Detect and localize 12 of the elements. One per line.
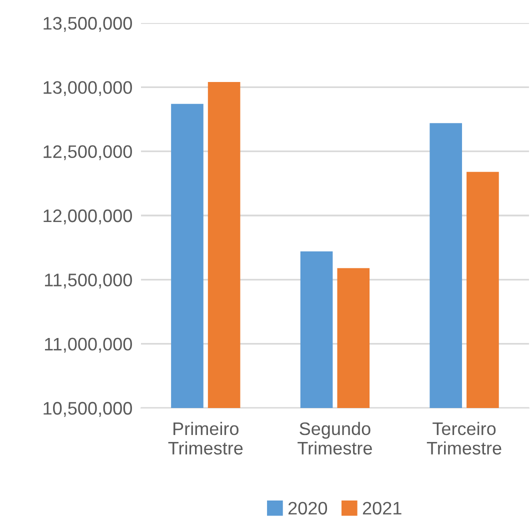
x-tick-label: Terceiro Trimestre xyxy=(426,422,502,455)
legend-label: 2021 xyxy=(362,502,402,515)
y-tick-label: 10,500,000 xyxy=(44,402,132,417)
y-tick-label: 12,500,000 xyxy=(44,145,132,160)
y-tick-label: 12,000,000 xyxy=(44,209,132,224)
y-tick-label: 13,500,000 xyxy=(44,16,132,32)
y-tick-label: 13,000,000 xyxy=(44,81,132,96)
y-tick-label: 11,500,000 xyxy=(45,274,132,289)
y-tick-label: 11,000,000 xyxy=(45,338,132,353)
legend-label: 2020 xyxy=(288,502,328,515)
x-tick-label: Segundo Trimestre xyxy=(298,422,372,455)
x-tick-label: Primeiro Trimestre xyxy=(168,422,243,455)
